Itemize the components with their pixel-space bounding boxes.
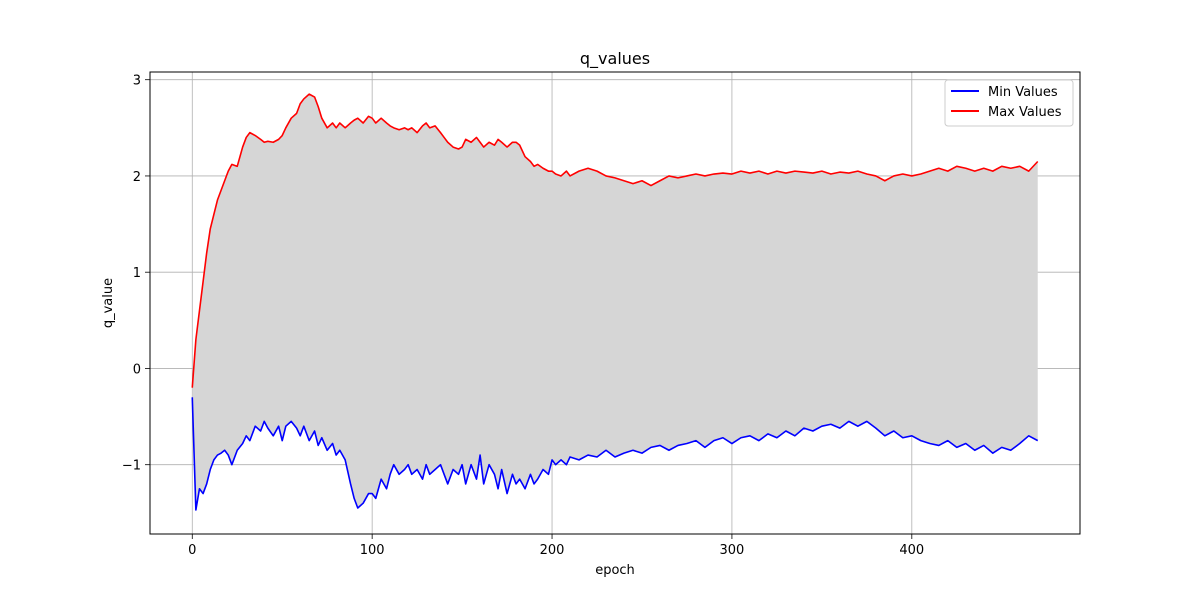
- y-axis-label: q_value: [101, 278, 116, 328]
- x-tick-label: 100: [360, 543, 385, 558]
- legend-label-max: Max Values: [988, 105, 1062, 120]
- y-tick-label: 2: [133, 170, 141, 185]
- x-axis-label: epoch: [595, 563, 635, 578]
- y-tick-label: 1: [133, 266, 141, 281]
- legend: Min Values Max Values: [944, 79, 1074, 127]
- x-tick-label: 300: [720, 543, 745, 558]
- min-values-line: [191, 397, 1039, 511]
- axis-ticks: 0 100 200 300 400 −1 0 1 2 3: [122, 74, 924, 558]
- max-values-line: [191, 93, 1039, 388]
- y-tick-label: −1: [122, 459, 141, 474]
- min-max-band: [192, 94, 1038, 510]
- legend-label-min: Min Values: [988, 85, 1058, 100]
- series-lines: [191, 93, 1039, 511]
- x-tick-label: 400: [899, 543, 924, 558]
- fill-between-area: [192, 94, 1038, 510]
- y-tick-label: 3: [133, 74, 141, 89]
- y-tick-label: 0: [133, 362, 141, 377]
- chart-title: q_values: [580, 49, 650, 69]
- x-tick-label: 200: [540, 543, 565, 558]
- x-tick-label: 0: [188, 543, 196, 558]
- plot-frame: [149, 71, 1081, 535]
